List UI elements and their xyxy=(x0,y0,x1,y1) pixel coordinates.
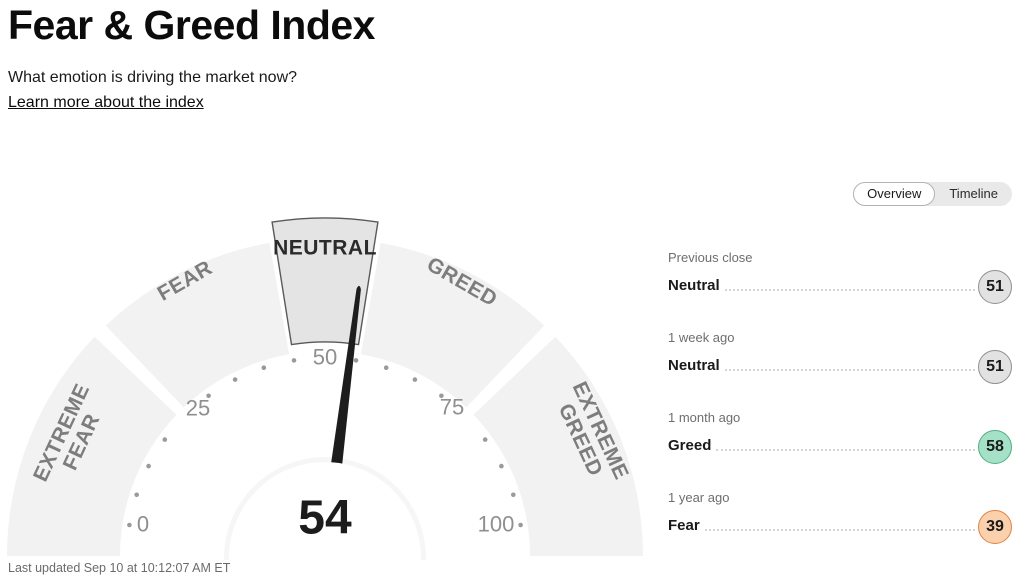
history-period: 1 year ago xyxy=(668,490,730,505)
history-row-1-week: 1 week ago Neutral 51 xyxy=(668,330,1012,384)
gauge-segment-neutral xyxy=(271,217,379,346)
gauge-tick-0: 0 xyxy=(137,512,149,537)
gauge-segment-extreme-fear xyxy=(6,336,177,556)
gauge-svg: EXTREME FEAR FEAR NEUTRAL GREED EXTREME … xyxy=(6,217,643,582)
last-updated: Last updated Sep 10 at 10:12:07 AM ET xyxy=(8,561,231,575)
gauge-value: 54 xyxy=(298,492,352,545)
history-row-1-month: 1 month ago Greed 58 xyxy=(668,410,1012,464)
gauge-tick-50: 50 xyxy=(313,345,337,370)
history-label: Fear xyxy=(668,516,700,534)
history-label: Neutral xyxy=(668,356,720,374)
gauge-tick-25: 25 xyxy=(186,396,210,421)
subtitle: What emotion is driving the market now? xyxy=(8,69,298,86)
history-label: Greed xyxy=(668,436,712,454)
learn-more-link[interactable]: Learn more about the index xyxy=(8,94,204,111)
history-period: 1 week ago xyxy=(668,330,735,345)
gauge-center xyxy=(229,462,421,582)
gauge-segment-fear xyxy=(105,242,290,408)
view-toggle: Overview Timeline xyxy=(668,182,1012,206)
dotted-leader xyxy=(724,369,975,371)
dotted-leader xyxy=(716,449,975,451)
history-period: 1 month ago xyxy=(668,410,741,425)
fear-greed-gauge: EXTREME FEAR FEAR NEUTRAL GREED EXTREME … xyxy=(0,160,660,582)
dotted-leader xyxy=(704,529,975,531)
gauge-label-neutral: NEUTRAL xyxy=(273,237,377,260)
gauge-segment-extreme-greed xyxy=(473,336,643,556)
gauge-tick-100: 100 xyxy=(478,512,515,537)
gauge-tick-75: 75 xyxy=(440,395,464,420)
gauge-tick-dots xyxy=(127,358,523,528)
gauge-segment-greed xyxy=(360,242,545,408)
history-period: Previous close xyxy=(668,250,753,265)
score-badge: 51 xyxy=(978,270,1012,304)
history-panel: Overview Timeline Previous close Neutral… xyxy=(668,182,1012,570)
history-label: Neutral xyxy=(668,276,720,294)
tab-overview[interactable]: Overview xyxy=(853,182,936,206)
page-title: Fear & Greed Index xyxy=(8,2,375,48)
dotted-leader xyxy=(724,289,975,291)
history-row-previous-close: Previous close Neutral 51 xyxy=(668,250,1012,304)
tab-timeline[interactable]: Timeline xyxy=(935,182,1012,206)
score-badge: 51 xyxy=(978,350,1012,384)
score-badge: 58 xyxy=(978,430,1012,464)
score-badge: 39 xyxy=(978,510,1012,544)
history-row-1-year: 1 year ago Fear 39 xyxy=(668,490,1012,544)
header: Fear & Greed Index What emotion is drivi… xyxy=(8,2,375,112)
